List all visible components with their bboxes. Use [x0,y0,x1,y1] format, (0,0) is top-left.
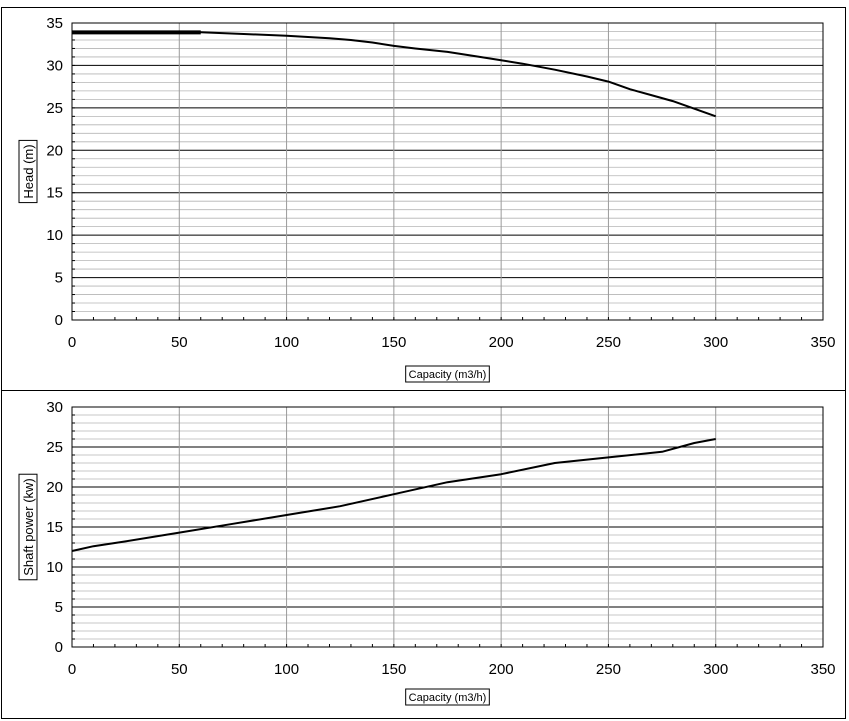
x-axis-label: Capacity (m3/h) [409,692,487,704]
y-tick-label: 20 [46,479,63,496]
x-tick-label: 100 [274,334,299,351]
x-tick-label: 50 [171,661,188,678]
y-axis-label: Shaft power (kw) [21,478,36,576]
x-tick-label: 250 [596,661,621,678]
y-tick-label: 20 [46,142,63,159]
x-tick-label: 200 [489,661,514,678]
x-tick-label: 50 [171,334,188,351]
x-tick-label: 300 [703,661,728,678]
plot-area [71,22,824,321]
x-tick-label: 350 [810,334,835,351]
y-axis-label-box [18,139,38,204]
series-line [72,31,717,118]
y-tick-label: 15 [46,519,63,536]
y-tick-label: 25 [46,100,63,117]
y-tick-label: 0 [55,312,63,329]
shaft-power-chart: 0 50 100 150 200 250 300 350 0 5 10 15 20 25 30 Capacit… [18,399,836,706]
x-axis-label-box [405,688,490,706]
y-tick-label: 25 [46,439,63,456]
x-tick-label: 0 [68,661,76,678]
x-tick-label: 0 [68,334,76,351]
x-tick-label: 200 [489,334,514,351]
x-tick-label: 100 [274,661,299,678]
x-tick-label: 250 [596,334,621,351]
x-tick-label: 150 [381,334,406,351]
y-tick-label: 0 [55,639,63,656]
x-tick-label: 350 [810,661,835,678]
y-axis-label: Head (m) [21,144,36,198]
y-tick-label: 10 [46,227,63,244]
y-tick-label: 5 [55,270,63,287]
y-axis-label-box [18,473,38,581]
series-line [71,438,716,552]
y-tick-label: 10 [46,559,63,576]
x-tick-label: 300 [703,334,728,351]
y-tick-label: 15 [46,185,63,202]
y-tick-label: 5 [55,599,63,616]
x-axis-label: Capacity (m3/h) [409,369,487,381]
y-tick-label: 30 [46,57,63,74]
y-tick-label: 30 [46,399,63,416]
x-tick-label: 150 [381,661,406,678]
x-axis-label-box [405,365,490,383]
head-chart: 0 50 100 150 200 250 300 350 0 5 10 15 20 25 30 35 Capac… [18,15,836,383]
y-tick-label: 35 [46,15,63,32]
figure-frame [1,7,846,719]
